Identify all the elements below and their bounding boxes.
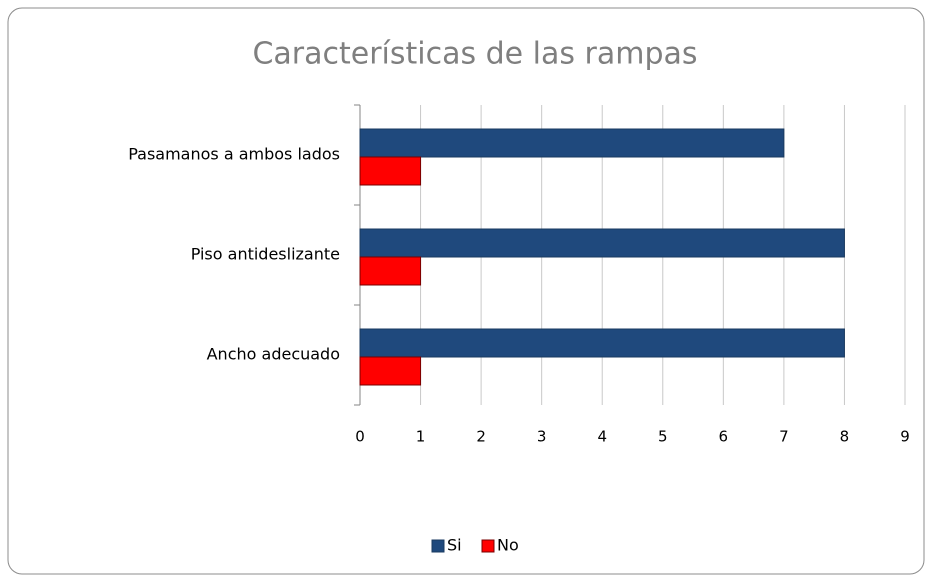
x-tick-label: 7 bbox=[779, 428, 789, 446]
x-tick-label: 6 bbox=[719, 428, 729, 446]
x-tick-label: 2 bbox=[476, 428, 486, 446]
bar bbox=[359, 356, 422, 386]
x-tick-label: 5 bbox=[658, 428, 668, 446]
legend-swatch bbox=[431, 539, 445, 553]
bar bbox=[359, 328, 845, 358]
x-tick-label: 0 bbox=[355, 428, 365, 446]
x-tick-label: 1 bbox=[416, 428, 426, 446]
legend-label: Si bbox=[447, 536, 462, 555]
legend-swatch bbox=[481, 539, 495, 553]
bar bbox=[359, 156, 422, 186]
bar bbox=[359, 228, 845, 258]
bar bbox=[359, 128, 785, 158]
x-tick-label: 9 bbox=[900, 428, 910, 446]
chart-border bbox=[7, 7, 925, 575]
y-tick-label: Piso antideslizante bbox=[191, 245, 340, 264]
x-tick-label: 4 bbox=[597, 428, 607, 446]
legend-label: No bbox=[497, 536, 519, 555]
x-tick-label: 8 bbox=[840, 428, 850, 446]
y-tick-label: Ancho adecuado bbox=[207, 345, 340, 364]
bar bbox=[359, 256, 422, 286]
y-tick-label: Pasamanos a ambos lados bbox=[128, 145, 340, 164]
chart-title: Características de las rampas bbox=[252, 37, 697, 72]
x-tick-label: 3 bbox=[537, 428, 547, 446]
